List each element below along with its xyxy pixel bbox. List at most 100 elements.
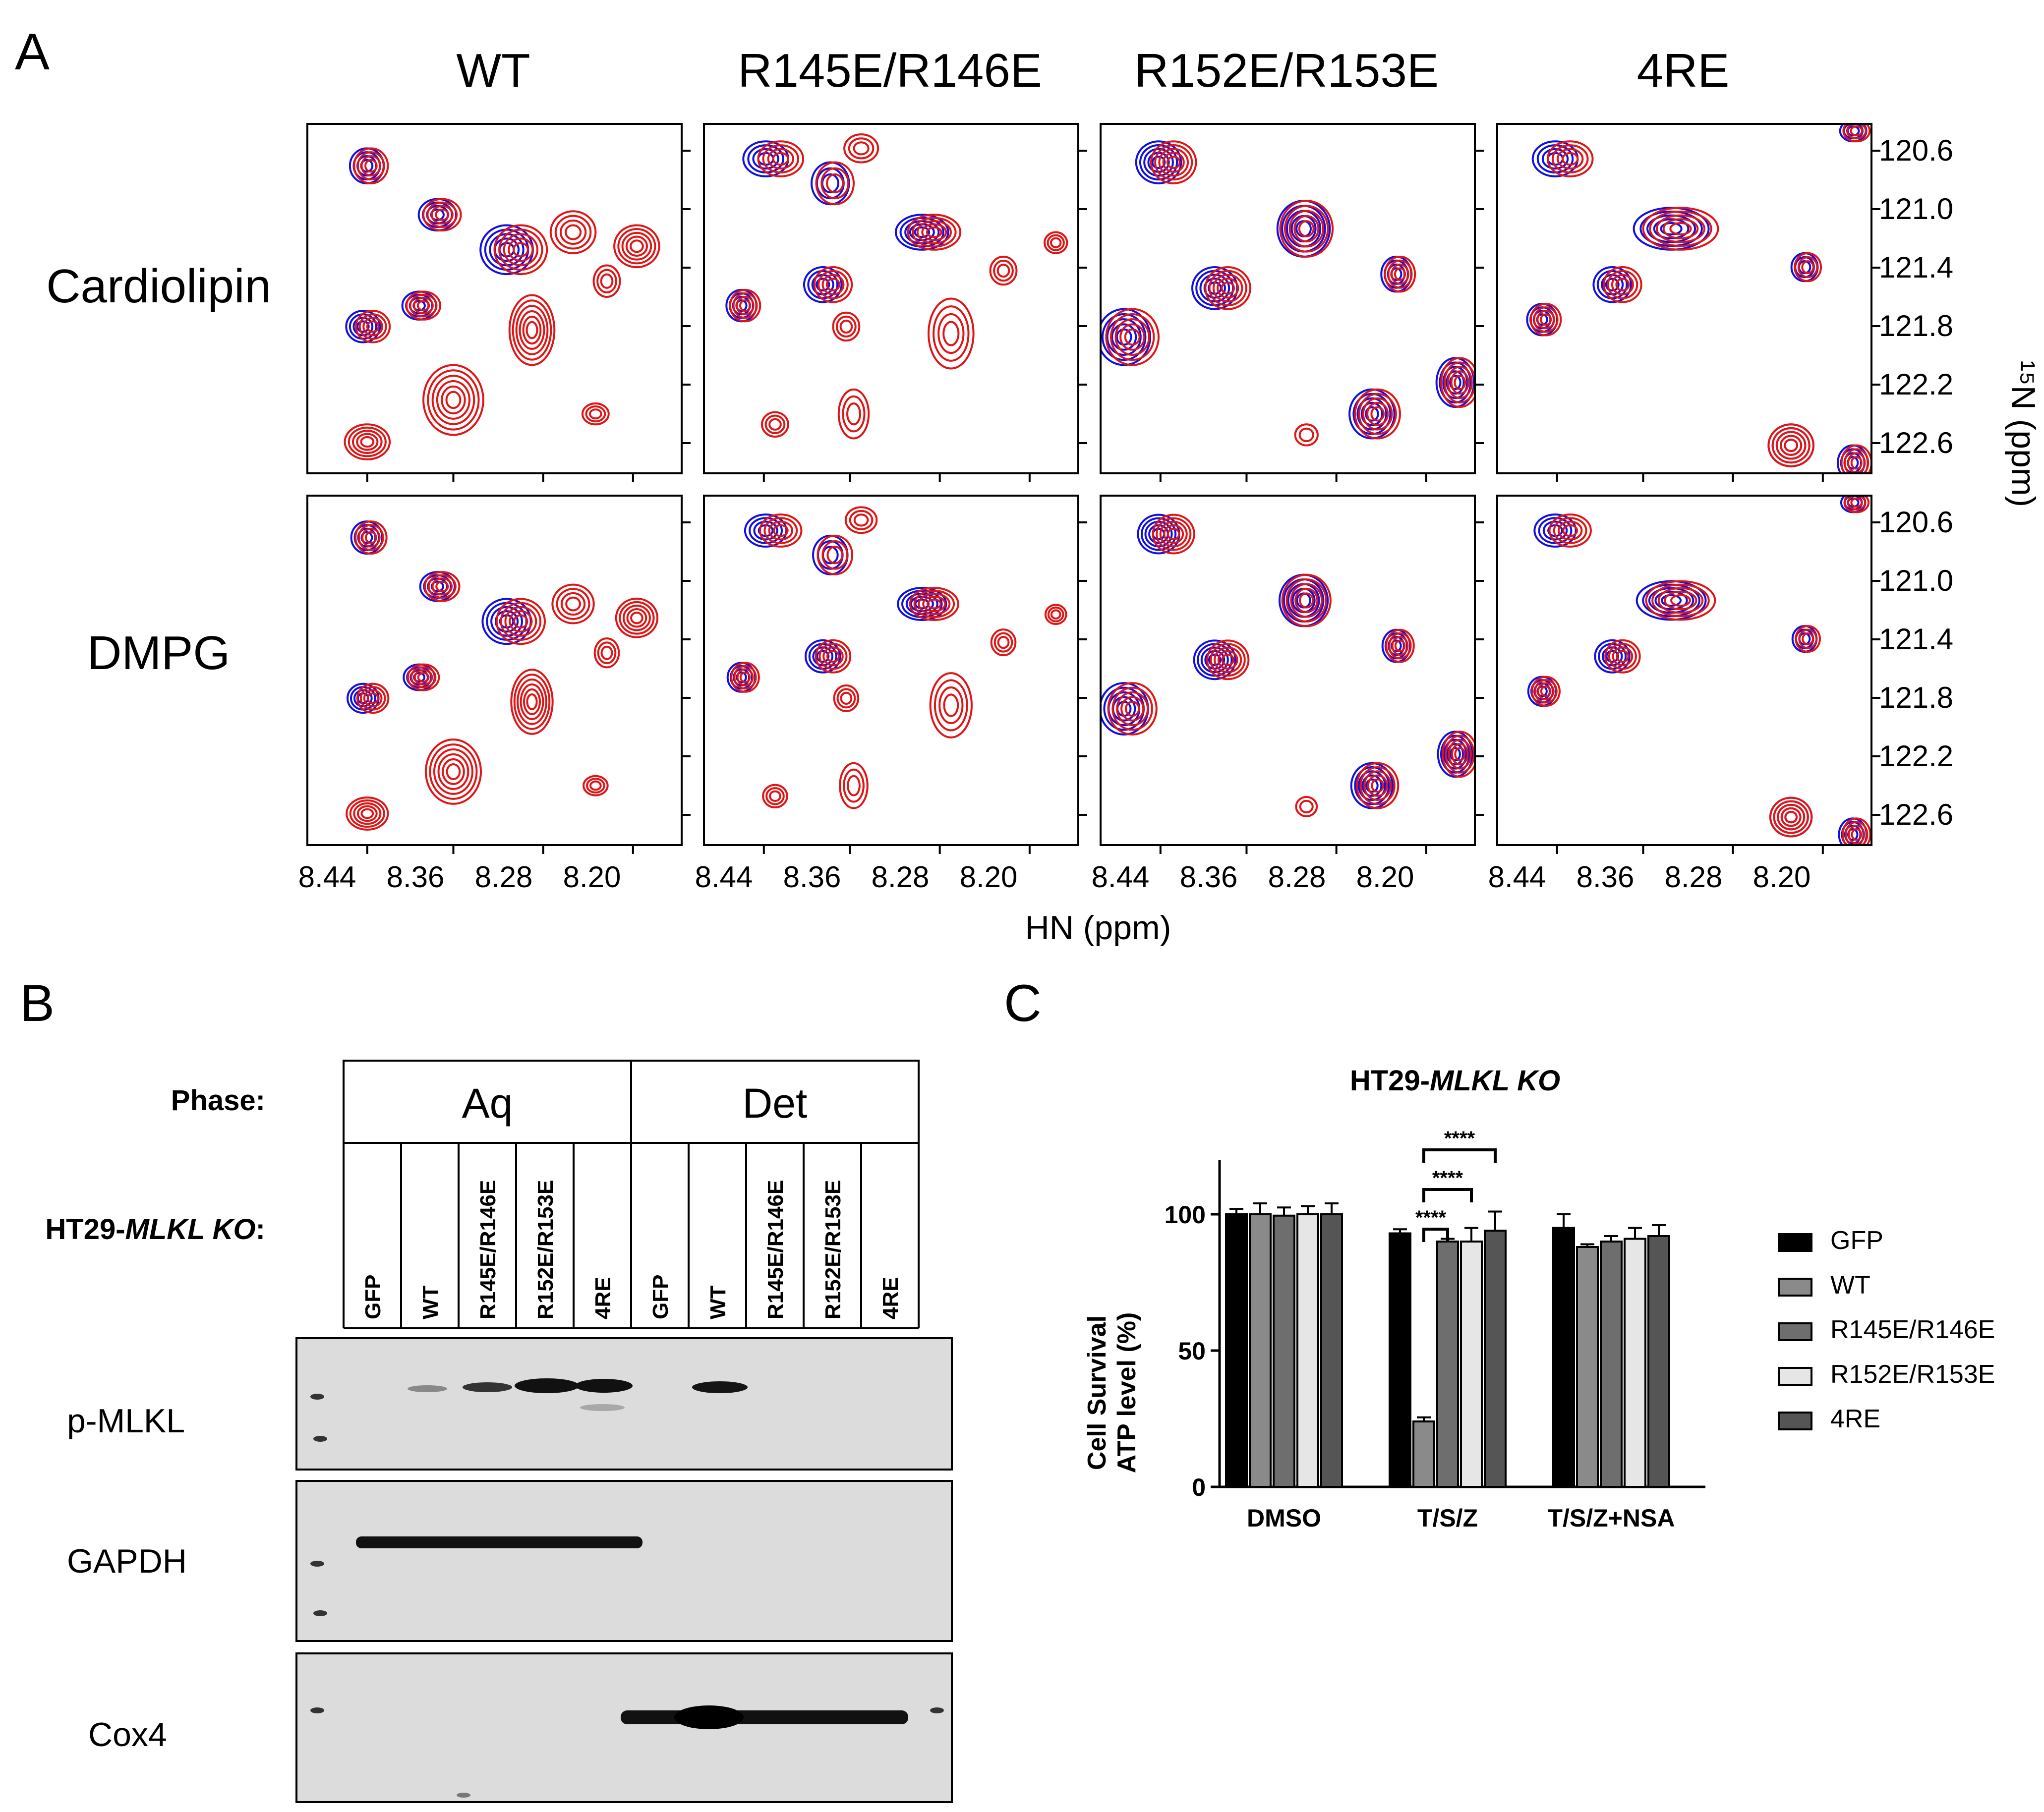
contour-lipid bbox=[1780, 435, 1803, 456]
contour-reference bbox=[1533, 513, 1577, 548]
contour-lipid bbox=[409, 293, 438, 318]
contour-lipid bbox=[739, 671, 751, 683]
contour-lipid bbox=[1850, 125, 1864, 137]
contour-lipid bbox=[1388, 632, 1412, 660]
nmr-peaks bbox=[726, 506, 1067, 809]
contour-reference bbox=[1592, 266, 1632, 303]
blot-label-cox4: Cox4 bbox=[88, 1716, 167, 1754]
contour-lipid bbox=[445, 391, 462, 409]
contour-lipid bbox=[837, 388, 870, 440]
contour-lipid bbox=[504, 606, 537, 637]
contour-lipid bbox=[1120, 696, 1145, 722]
contour-lipid bbox=[937, 313, 965, 354]
contour-reference bbox=[1111, 323, 1137, 351]
contour-lipid bbox=[1217, 650, 1238, 670]
contour-lipid bbox=[500, 602, 542, 641]
contour-lipid bbox=[1047, 606, 1064, 623]
x-tick-8.44: 8.44 bbox=[695, 860, 753, 894]
y-tick-label: 0 bbox=[1192, 1473, 1206, 1501]
contour-lipid bbox=[436, 380, 470, 420]
contour-lipid bbox=[909, 587, 959, 621]
contour-lipid bbox=[351, 430, 383, 454]
row-label-dmpg: DMPG bbox=[87, 626, 230, 680]
contour-lipid bbox=[359, 686, 386, 711]
contour-lipid bbox=[1649, 210, 1712, 247]
contour-lipid bbox=[1214, 646, 1242, 674]
nmr-panel-frame bbox=[703, 123, 1079, 474]
contour-reference bbox=[1661, 594, 1682, 607]
contour-reference bbox=[914, 226, 931, 238]
contour-reference bbox=[816, 650, 830, 663]
contour-lipid bbox=[1298, 592, 1314, 609]
contour-lipid bbox=[1850, 456, 1863, 470]
column-title-r145e-r146e: R145E/R146E bbox=[738, 44, 1042, 97]
contour-lipid bbox=[912, 217, 957, 248]
contour-lipid bbox=[1794, 252, 1822, 283]
lane-dividers bbox=[400, 1143, 862, 1328]
contour-lipid bbox=[1159, 520, 1188, 548]
contour-lipid bbox=[1767, 423, 1814, 467]
blot-label-p-mlkl: p-MLKL bbox=[67, 1402, 185, 1440]
contour-lipid bbox=[1540, 685, 1552, 697]
contour-lipid bbox=[1851, 828, 1863, 841]
contour-lipid bbox=[768, 418, 782, 431]
contour-reference bbox=[1660, 222, 1683, 236]
contour-lipid bbox=[615, 597, 659, 638]
nmr-peaks bbox=[344, 147, 660, 460]
contour-lipid bbox=[1279, 200, 1334, 258]
contour-reference bbox=[1106, 318, 1142, 356]
contour-lipid bbox=[1384, 255, 1416, 293]
contour-reference bbox=[753, 520, 778, 541]
contour-lipid bbox=[1662, 218, 1699, 239]
band-cox4-det bbox=[621, 1710, 908, 1724]
nmr-peaks bbox=[725, 133, 1068, 440]
phase-det: Det bbox=[743, 1080, 808, 1127]
contour-lipid bbox=[364, 159, 378, 173]
nmr-peaks bbox=[346, 520, 659, 831]
contour-lipid bbox=[1362, 397, 1393, 431]
contour-lipid bbox=[1363, 770, 1392, 801]
y-tick-122.6: 122.6 bbox=[1879, 798, 1953, 831]
contour-lipid bbox=[1387, 259, 1413, 289]
y-tick-121.0: 121.0 bbox=[1879, 192, 1953, 226]
contour-lipid bbox=[1391, 636, 1409, 656]
contour-lipid bbox=[589, 408, 602, 420]
lane-label-r152e-r153e: R152E/R153E bbox=[533, 1180, 558, 1319]
contour-lipid bbox=[429, 743, 478, 800]
contour-lipid bbox=[353, 147, 389, 184]
contour-lipid bbox=[826, 546, 844, 565]
significance-bracket bbox=[1422, 1228, 1449, 1242]
column-title-r152e-r153e: R152E/R153E bbox=[1134, 44, 1439, 97]
contour-lipid bbox=[853, 513, 869, 527]
contour-lipid bbox=[1154, 144, 1193, 181]
contour-lipid bbox=[1124, 328, 1141, 346]
contour-reference bbox=[894, 214, 949, 251]
legend-label: R152E/R153E bbox=[1830, 1360, 1995, 1389]
contour-lipid bbox=[1156, 517, 1192, 551]
x-tick-8.28: 8.28 bbox=[872, 860, 930, 894]
contour-lipid bbox=[761, 411, 789, 438]
contour-lipid bbox=[495, 598, 546, 645]
legend-swatch bbox=[1778, 1233, 1812, 1252]
y-tick-121.4: 121.4 bbox=[1879, 251, 1953, 284]
legend-label: 4RE bbox=[1830, 1405, 1880, 1433]
lane-label-wt: WT bbox=[706, 1285, 730, 1319]
contour-lipid bbox=[1562, 152, 1579, 166]
contour-lipid bbox=[997, 635, 1010, 649]
contour-reference bbox=[749, 517, 783, 544]
chart-y-axis-label: Cell Survival ATP level (%) bbox=[1083, 1312, 1141, 1473]
contour-lipid bbox=[613, 224, 660, 269]
significance-bracket bbox=[1422, 1148, 1497, 1163]
band-4re-aq-faint bbox=[580, 1404, 625, 1411]
contour-lipid bbox=[510, 669, 554, 735]
ladder-mark bbox=[313, 1610, 327, 1616]
contour-lipid bbox=[366, 320, 380, 333]
nmr-peaks bbox=[1101, 513, 1475, 817]
nmr-panel-r145e-r146e-dmpg bbox=[703, 495, 1087, 854]
contour-lipid bbox=[821, 540, 849, 570]
contour-lipid bbox=[1784, 439, 1799, 453]
legend-swatch bbox=[1778, 1278, 1812, 1297]
contour-lipid bbox=[1612, 646, 1634, 667]
contour-lipid bbox=[1288, 210, 1324, 248]
